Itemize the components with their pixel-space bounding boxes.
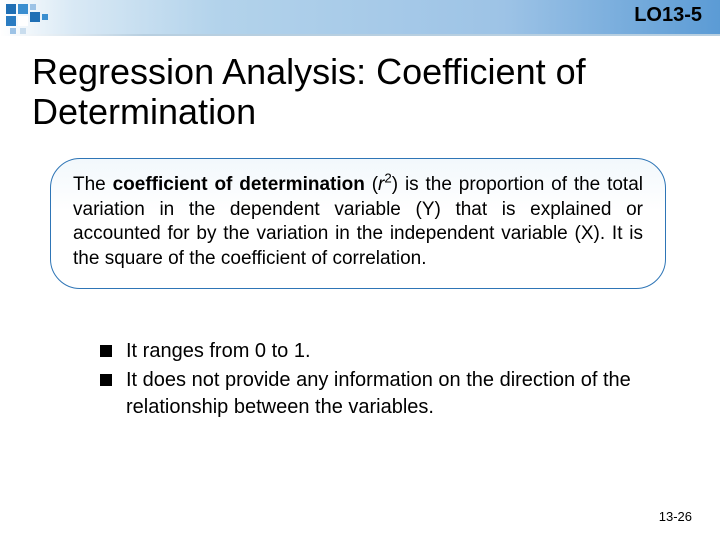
bullet-text: It does not provide any information on t… xyxy=(126,367,660,421)
logo-pixel xyxy=(18,16,28,26)
logo-pixel xyxy=(6,4,16,14)
page-title: Regression Analysis: Coefficient of Dete… xyxy=(32,52,688,131)
bullet-square-icon xyxy=(100,345,112,357)
bullet-text: It ranges from 0 to 1. xyxy=(126,338,660,365)
logo-pixel xyxy=(30,12,40,22)
slide: LO13-5 Regression Analysis: Coefficient … xyxy=(0,0,720,540)
list-item: It does not provide any information on t… xyxy=(100,367,660,421)
list-item: It ranges from 0 to 1. xyxy=(100,338,660,365)
definition-box: The coefficient of determination (r2) is… xyxy=(50,158,666,289)
definition-symbol-close: ) xyxy=(392,174,405,195)
logo-pixel xyxy=(18,4,28,14)
bullet-list: It ranges from 0 to 1. It does not provi… xyxy=(100,338,660,423)
logo-pixel xyxy=(10,28,16,34)
bullet-square-icon xyxy=(100,374,112,386)
definition-symbol-exp: 2 xyxy=(384,171,391,186)
logo-pixel xyxy=(42,14,48,20)
logo-pixel xyxy=(20,28,26,34)
header-bar: LO13-5 xyxy=(0,0,720,34)
definition-term: coefficient of determination xyxy=(113,174,365,195)
corner-logo xyxy=(6,4,66,32)
learning-objective-label: LO13-5 xyxy=(634,4,702,27)
logo-pixel xyxy=(30,4,36,10)
page-number: 13-26 xyxy=(659,509,692,524)
logo-pixel xyxy=(6,16,16,26)
definition-symbol-open: ( xyxy=(365,174,378,195)
header-gradient xyxy=(0,0,720,34)
definition-lead: The xyxy=(73,174,113,195)
